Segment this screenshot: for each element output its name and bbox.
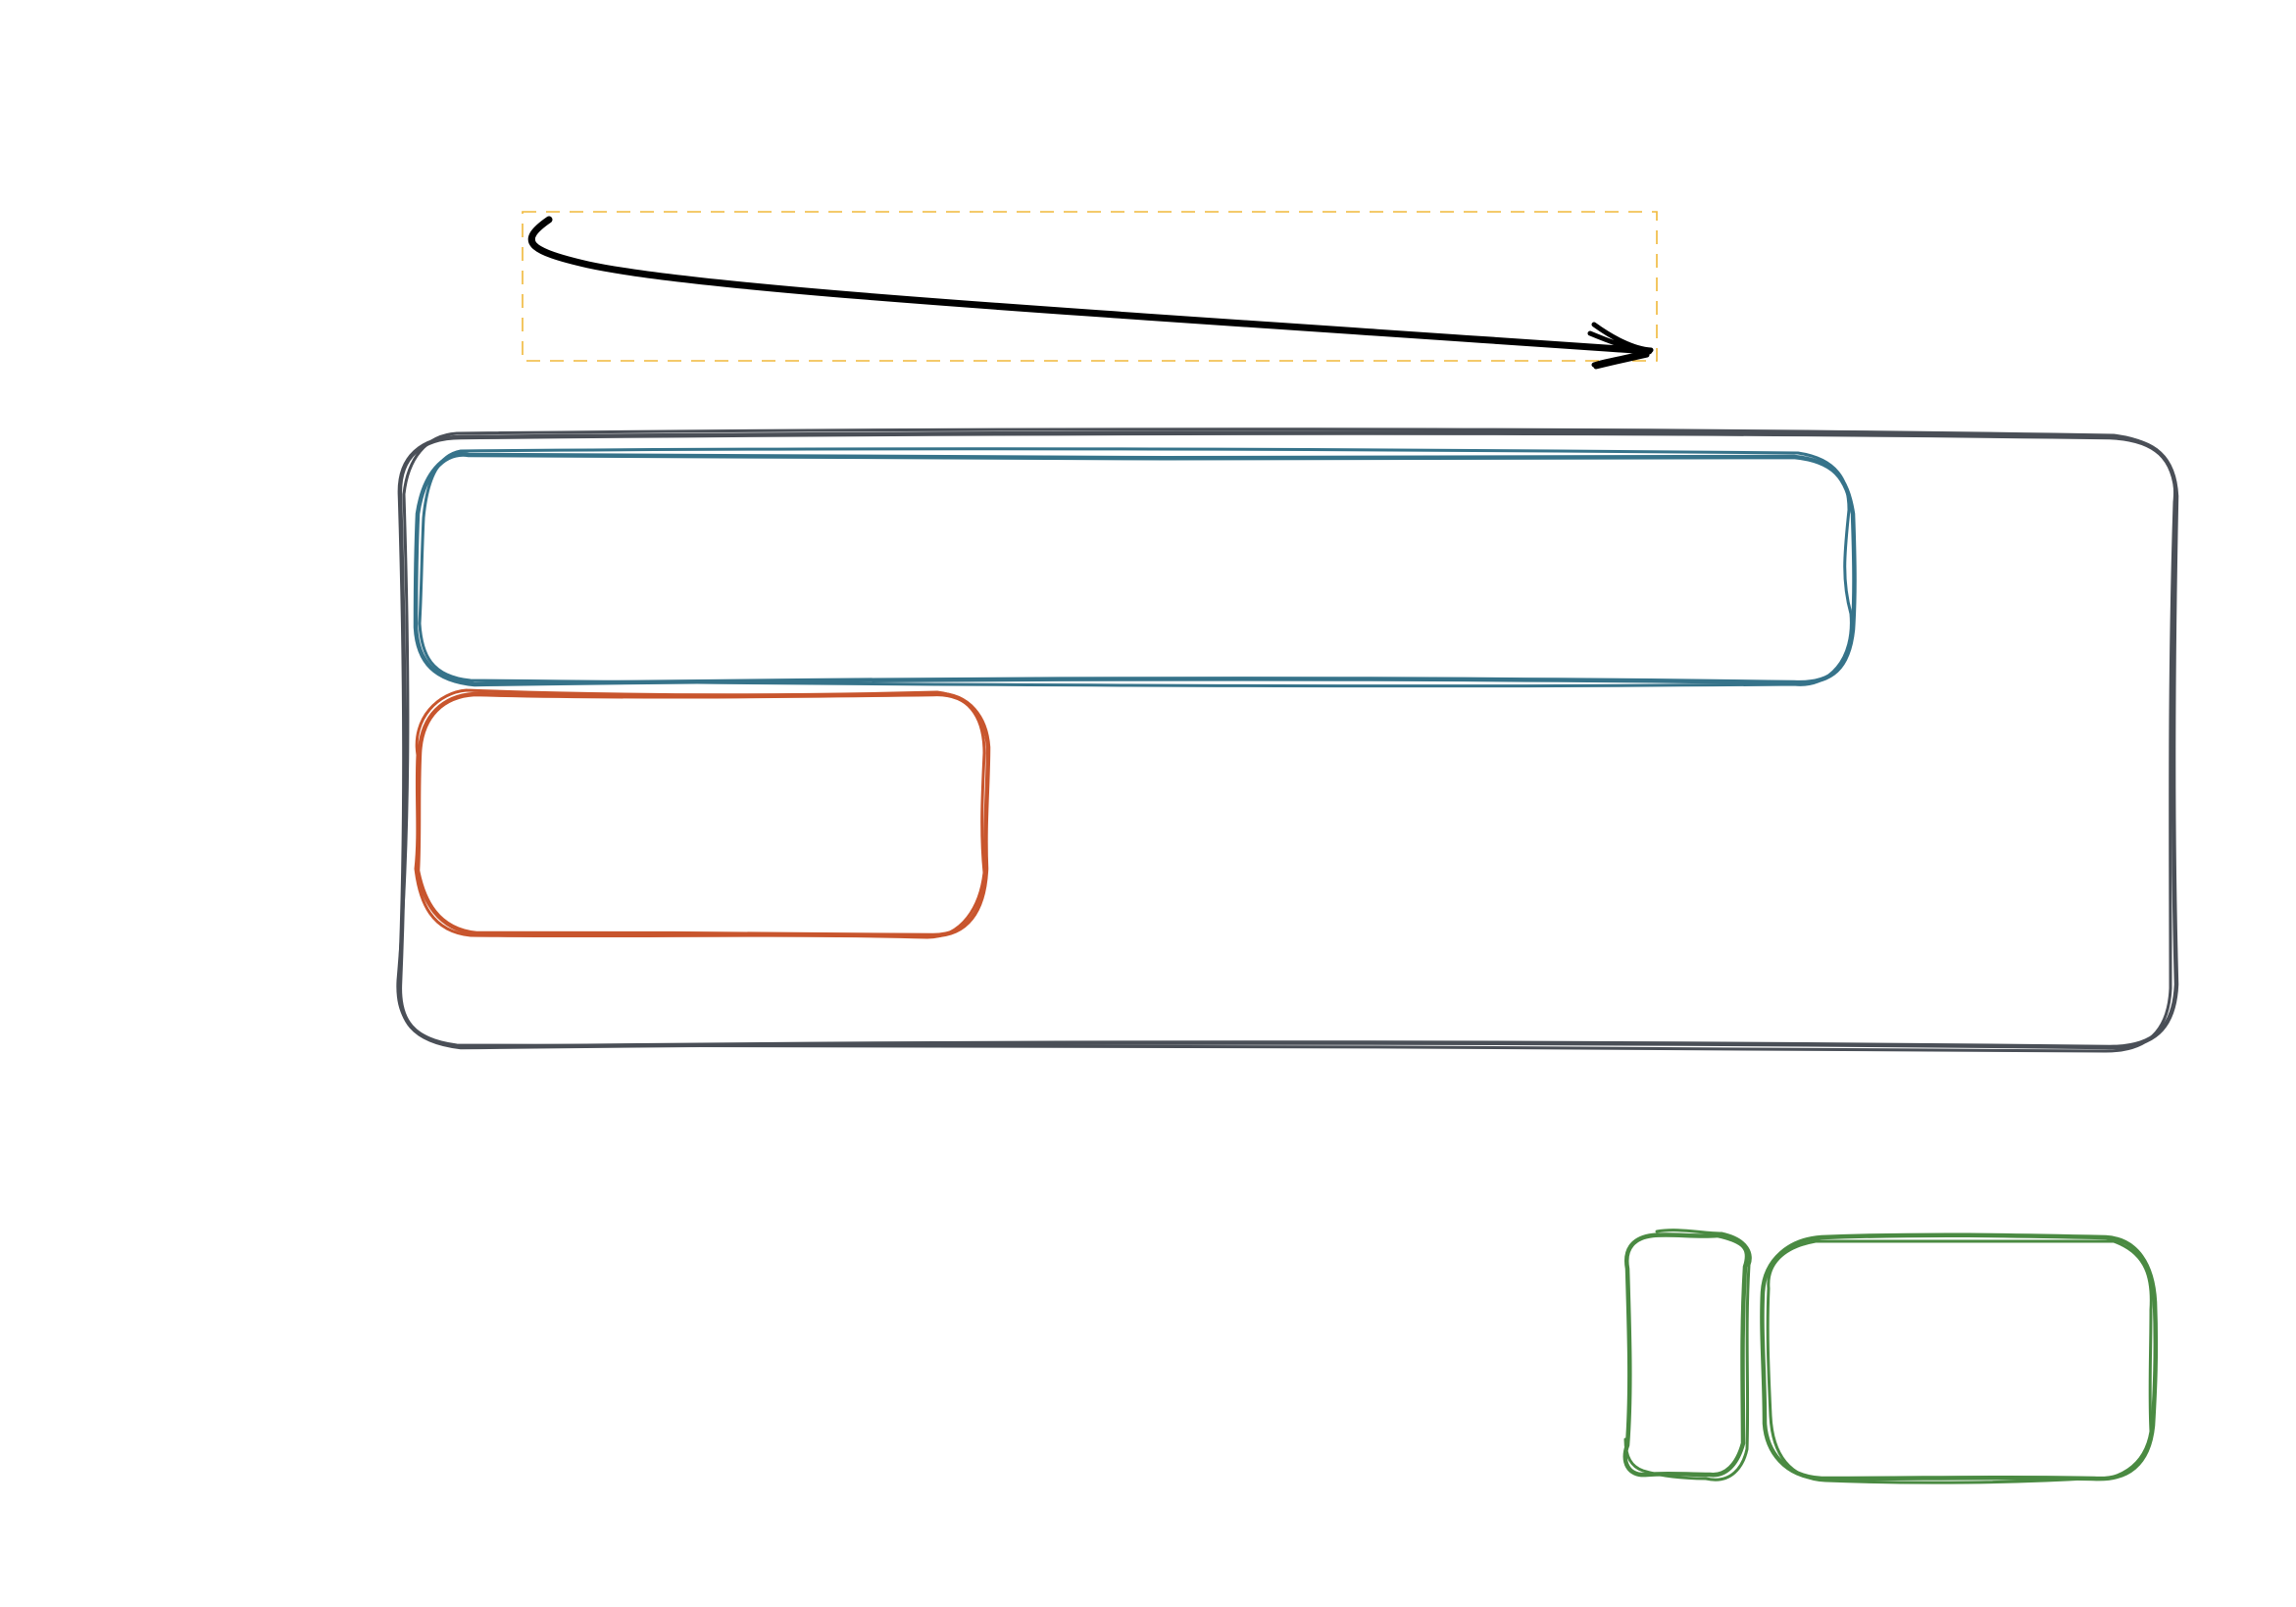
left-box[interactable] [414, 688, 991, 939]
arrow-head [1587, 322, 1654, 370]
selection-frame [522, 211, 1658, 362]
small-wide-box[interactable] [1760, 1232, 2159, 1484]
top-box[interactable] [413, 447, 1857, 688]
arrow[interactable] [527, 216, 1654, 370]
container-box[interactable] [396, 427, 2179, 1053]
arrow-shaft [527, 216, 1653, 355]
small-narrow-box[interactable] [1622, 1229, 1752, 1481]
